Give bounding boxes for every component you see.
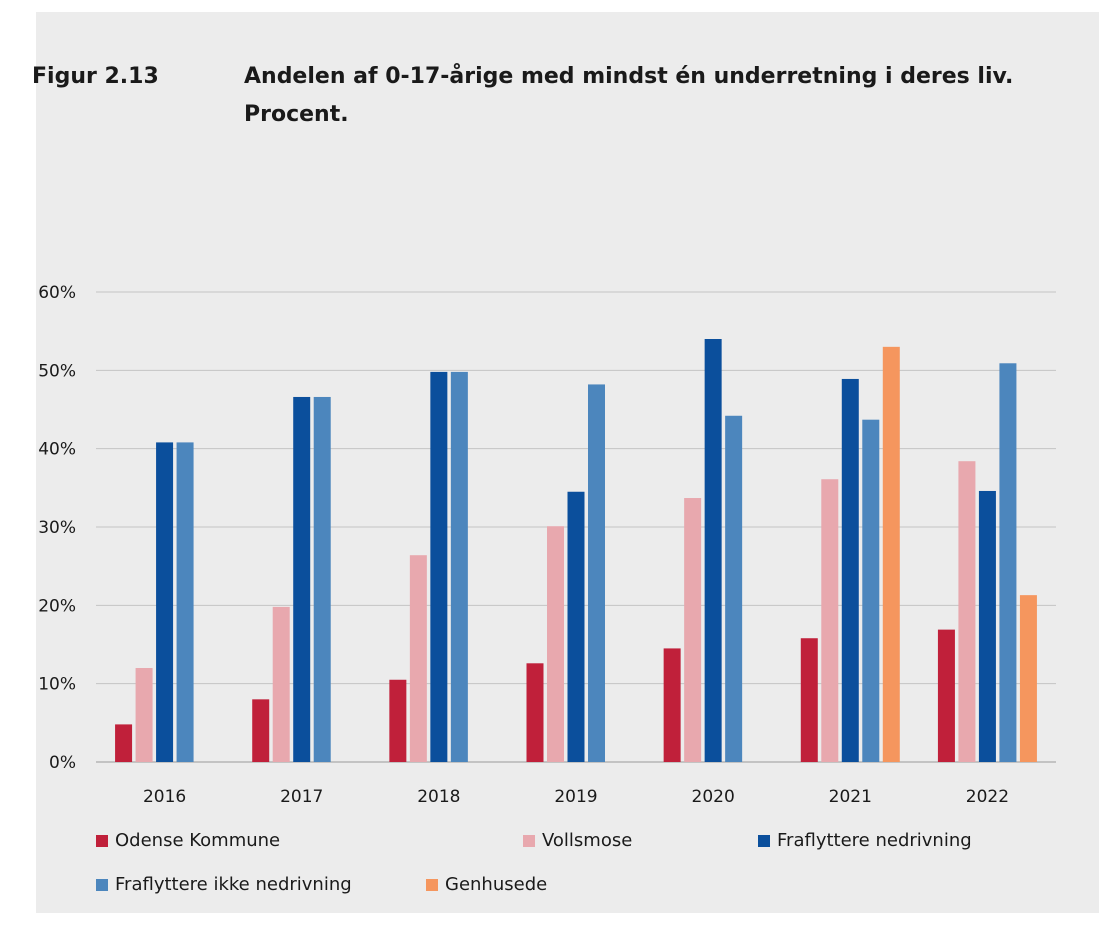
legend-item: Odense Kommune [96, 830, 280, 851]
y-tick-label: 10% [38, 675, 76, 695]
x-tick-label: 2016 [143, 787, 186, 807]
bar-odense-kommune-2016 [115, 724, 133, 762]
figure-number: Figur 2.13 [32, 64, 159, 89]
legend-label: Vollsmose [542, 830, 633, 851]
bar-vollsmose-2022 [958, 461, 976, 762]
legend-item: Vollsmose [523, 830, 632, 851]
legend-label: Fraflyttere ikke nedrivning [115, 874, 352, 895]
legend-swatch [758, 834, 770, 847]
x-axis-ticks: 2016 2017 2018 2019 2020 2021 2022 [143, 787, 1009, 807]
bar-vollsmose-2018 [409, 555, 427, 762]
x-tick-label: 2020 [692, 787, 735, 807]
bar-odense-kommune-2018 [389, 679, 407, 762]
bars [115, 339, 1037, 762]
bar-odense-kommune-2021 [800, 638, 818, 762]
y-tick-label: 0% [49, 753, 76, 773]
x-tick-label: 2019 [554, 787, 597, 807]
y-tick-label: 20% [38, 596, 76, 616]
x-tick-label: 2017 [280, 787, 323, 807]
bar-odense-kommune-2020 [663, 648, 681, 762]
bar-genhusede-2022 [1019, 595, 1037, 762]
legend: Odense Kommune Vollsmose Fraflyttere nedri… [96, 822, 1076, 902]
bar-odense-kommune-2022 [937, 629, 955, 762]
bar-fraflyttere-ikke-nedrivning-2018 [450, 371, 468, 762]
y-tick-label: 50% [38, 361, 76, 381]
y-tick-label: 40% [38, 440, 76, 460]
bar-fraflyttere-nedrivning-2019 [567, 491, 585, 762]
legend-swatch [96, 878, 108, 891]
legend-label: Odense Kommune [115, 830, 281, 851]
y-tick-label: 60% [38, 283, 76, 303]
bar-fraflyttere-nedrivning-2016 [156, 442, 174, 762]
legend-label: Fraflyttere nedrivning [777, 830, 972, 851]
bar-fraflyttere-nedrivning-2021 [841, 378, 859, 762]
bar-odense-kommune-2019 [526, 663, 544, 762]
y-tick-label: 30% [38, 518, 76, 538]
bar-fraflyttere-ikke-nedrivning-2019 [588, 384, 605, 762]
legend-item: Fraflyttere nedrivning [758, 830, 972, 851]
figure-panel [36, 12, 1099, 913]
bar-fraflyttere-ikke-nedrivning-2021 [862, 419, 880, 762]
bar-fraflyttere-ikke-nedrivning-2020 [725, 415, 743, 762]
legend-item: Fraflyttere ikke nedrivning [96, 874, 352, 895]
bar-fraflyttere-nedrivning-2022 [978, 490, 996, 762]
x-tick-label: 2018 [417, 787, 460, 807]
bar-fraflyttere-nedrivning-2018 [430, 371, 448, 762]
bar-vollsmose-2019 [547, 526, 564, 762]
figure-title: Andelen af 0-17-årige med mindst én unde… [244, 64, 1014, 127]
y-axis-ticks: 0% 10% 20% 30% 40% 50% 60% [38, 283, 76, 773]
legend-swatch [426, 878, 438, 891]
legend-swatch [523, 834, 535, 847]
bar-fraflyttere-ikke-nedrivning-2017 [313, 396, 331, 762]
bar-fraflyttere-nedrivning-2017 [293, 396, 311, 762]
bar-fraflyttere-ikke-nedrivning-2016 [176, 442, 194, 762]
x-tick-label: 2022 [966, 787, 1009, 807]
bar-chart: 0% 10% 20% 30% 40% 50% 60% 2016 2017 2018 2019 202… [38, 283, 1056, 807]
bar-vollsmose-2021 [821, 479, 839, 762]
legend-swatch [96, 834, 108, 847]
bar-genhusede-2021 [882, 346, 900, 762]
bar-fraflyttere-nedrivning-2020 [704, 339, 722, 762]
bar-odense-kommune-2017 [252, 699, 270, 762]
bar-vollsmose-2016 [135, 668, 153, 762]
bar-vollsmose-2020 [684, 498, 702, 762]
bar-fraflyttere-ikke-nedrivning-2022 [999, 363, 1017, 762]
bar-vollsmose-2017 [272, 606, 290, 762]
legend-label: Genhusede [445, 874, 548, 895]
x-tick-label: 2021 [829, 787, 872, 807]
legend-item: Genhusede [426, 874, 547, 895]
